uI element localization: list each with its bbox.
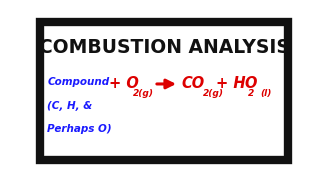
Text: 2(g): 2(g) [203,89,224,98]
Text: Perhaps O): Perhaps O) [47,124,112,134]
Text: COMBUSTION ANALYSIS: COMBUSTION ANALYSIS [39,38,289,57]
Text: O: O [244,76,257,91]
Text: + O: + O [109,76,139,91]
Text: (l): (l) [260,89,272,98]
Text: + H: + H [216,76,246,91]
Text: (C, H, &: (C, H, & [47,101,93,111]
Text: CO: CO [181,76,204,91]
Text: Compound: Compound [47,77,109,87]
Text: 2: 2 [248,89,255,98]
Text: 2(g): 2(g) [133,89,154,98]
